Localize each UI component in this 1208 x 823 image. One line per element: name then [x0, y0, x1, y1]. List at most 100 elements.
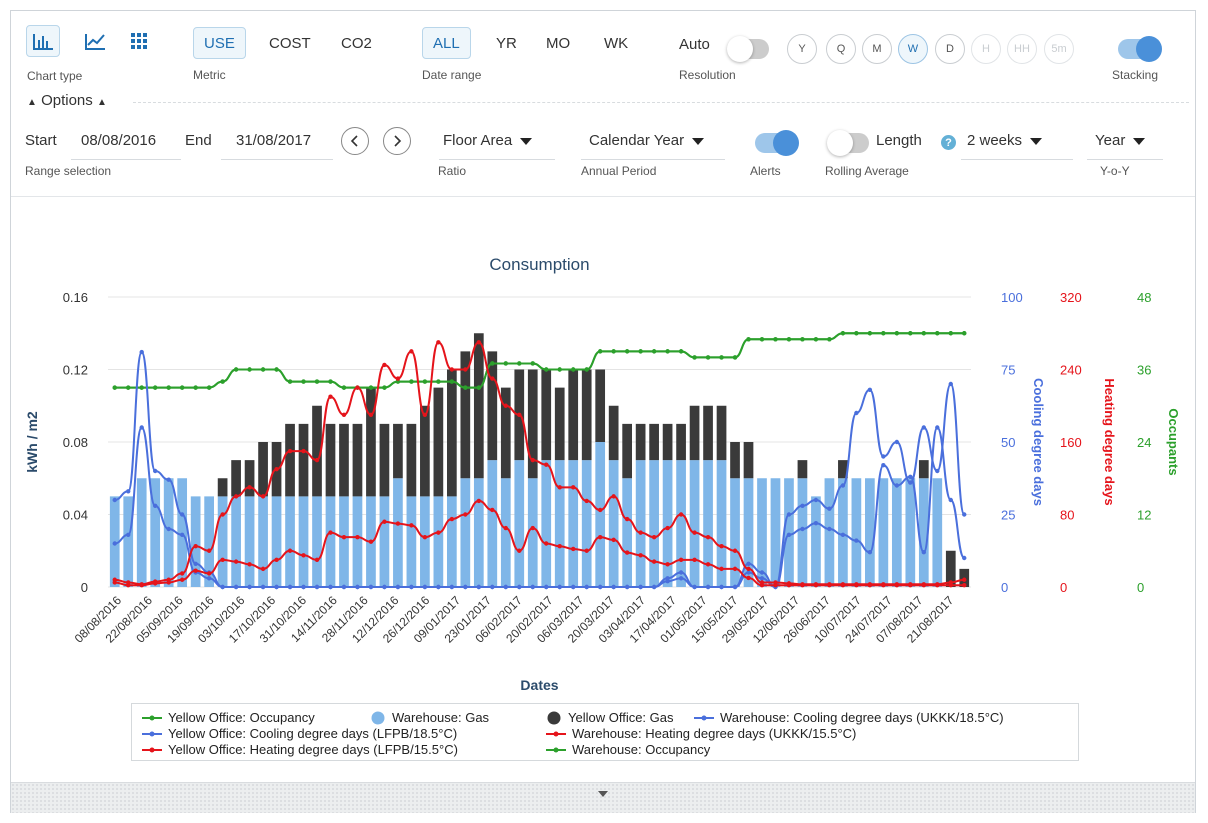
series-point: [112, 541, 117, 546]
series-point: [746, 570, 751, 575]
secondary-axis-title: Cooling degree days: [1031, 378, 1046, 506]
date-range-yr-button[interactable]: YR: [496, 34, 517, 52]
series-point: [463, 512, 468, 517]
series-point: [287, 548, 293, 553]
resolution-m-button[interactable]: M: [862, 34, 892, 64]
rolling-length-select[interactable]: 2 weeks: [967, 132, 1043, 149]
series-point: [894, 483, 900, 488]
series-point: [813, 337, 819, 342]
resolution-w-button[interactable]: W: [898, 34, 928, 64]
metric-cost-button[interactable]: COST: [269, 34, 311, 52]
series-point: [449, 516, 455, 522]
series-point: [409, 584, 414, 590]
yellow-office-gas-bar: [838, 460, 848, 479]
line-chart-icon[interactable]: [78, 25, 112, 57]
series-point: [463, 367, 468, 372]
secondary-tick-label: 240: [1060, 363, 1082, 378]
series-point: [732, 584, 738, 590]
yoy-select[interactable]: Year: [1095, 132, 1146, 149]
secondary-tick-label: 25: [1001, 508, 1015, 523]
warehouse-gas-bar: [743, 478, 754, 587]
options-toggle[interactable]: ▲ Options ▲: [27, 92, 107, 109]
series-point: [422, 584, 428, 590]
warehouse-gas-bar: [406, 496, 417, 587]
series-point: [624, 516, 630, 522]
series-point: [368, 539, 374, 544]
series-point: [867, 387, 873, 392]
series-point: [328, 379, 333, 384]
ratio-select[interactable]: Floor Area: [443, 132, 533, 149]
series-point: [463, 584, 468, 590]
end-date-input[interactable]: 31/08/2017: [236, 132, 312, 149]
heatmap-grid-icon[interactable]: [123, 25, 157, 57]
legend-item[interactable]: Yellow Office: Heating degree days (LFPB…: [142, 742, 458, 757]
date-range-all-button[interactable]: ALL: [422, 27, 471, 59]
warehouse-gas-bar: [757, 478, 767, 587]
rolling-average-toggle[interactable]: [827, 130, 869, 156]
series-point: [179, 532, 185, 537]
series-point: [908, 480, 913, 485]
series-point: [611, 349, 616, 354]
resolution-hh-button[interactable]: HH: [1007, 34, 1037, 64]
series-point: [301, 379, 306, 384]
secondary-tick-label: 48: [1137, 290, 1151, 305]
metric-co2-button[interactable]: CO2: [341, 34, 372, 52]
alerts-toggle[interactable]: [755, 130, 799, 156]
date-range-mo-button[interactable]: MO: [546, 34, 571, 52]
yellow-office-gas-bar: [581, 369, 592, 461]
chart-type-label: Chart type: [27, 69, 83, 83]
yellow-office-gas-bar: [622, 423, 633, 479]
help-icon[interactable]: ?: [941, 135, 956, 150]
series-point: [800, 582, 805, 587]
stacking-toggle[interactable]: [1118, 36, 1162, 62]
warehouse-gas-bar: [824, 478, 835, 587]
next-range-button[interactable]: [383, 127, 411, 155]
y-axis-title: kWh / m2: [24, 411, 40, 473]
series-point: [800, 337, 805, 342]
yellow-office-gas-bar: [446, 369, 457, 497]
series-line: [114, 332, 965, 389]
legend-item[interactable]: Warehouse: Gas: [370, 710, 489, 725]
warehouse-gas-bar: [244, 496, 255, 587]
series-point: [490, 376, 495, 381]
warehouse-gas-bar: [217, 496, 228, 587]
series-point: [301, 584, 306, 590]
auto-resolution-label: Auto: [679, 36, 710, 53]
series-point: [503, 361, 508, 366]
legend-item[interactable]: Warehouse: Occupancy: [546, 742, 710, 757]
resolution-d-button[interactable]: D: [935, 34, 965, 64]
resize-handle-bar[interactable]: [11, 782, 1195, 813]
bar-chart-icon[interactable]: [26, 25, 60, 57]
secondary-tick-label: 75: [1001, 363, 1015, 378]
warehouse-gas-bar: [204, 496, 214, 587]
legend-item[interactable]: Yellow Office: Gas: [546, 710, 674, 725]
resolution-y-button[interactable]: Y: [787, 34, 817, 64]
metric-use-button[interactable]: USE: [193, 27, 246, 59]
legend-item[interactable]: Warehouse: Heating degree days (UKKK/15.…: [546, 726, 856, 741]
series-point: [908, 331, 913, 336]
warehouse-gas-bar: [500, 478, 511, 587]
legend-item[interactable]: Yellow Office: Cooling degree days (LFPB…: [142, 726, 457, 741]
resolution-5m-button[interactable]: 5m: [1044, 34, 1074, 64]
previous-range-button[interactable]: [341, 127, 369, 155]
series-point: [827, 526, 832, 532]
legend-item[interactable]: Warehouse: Cooling degree days (UKKK/18.…: [694, 710, 1004, 725]
warehouse-gas-bar: [797, 478, 808, 587]
series-point: [476, 385, 482, 390]
date-range-wk-button[interactable]: WK: [604, 34, 629, 52]
annual-period-select[interactable]: Calendar Year: [589, 132, 705, 149]
resolution-q-button[interactable]: Q: [826, 34, 856, 64]
series-point: [368, 412, 374, 418]
warehouse-gas-bar: [649, 460, 659, 587]
start-date-input[interactable]: 08/08/2016: [81, 132, 157, 149]
legend-item[interactable]: Yellow Office: Occupancy: [142, 710, 315, 725]
series-point: [260, 367, 266, 372]
series-point: [746, 575, 751, 581]
series-point: [651, 559, 657, 564]
series-point: [678, 557, 684, 563]
series-point: [759, 337, 765, 342]
warehouse-gas-bar: [689, 460, 700, 587]
series-point: [921, 331, 927, 336]
auto-resolution-toggle[interactable]: [727, 36, 769, 62]
resolution-h-button[interactable]: H: [971, 34, 1001, 64]
